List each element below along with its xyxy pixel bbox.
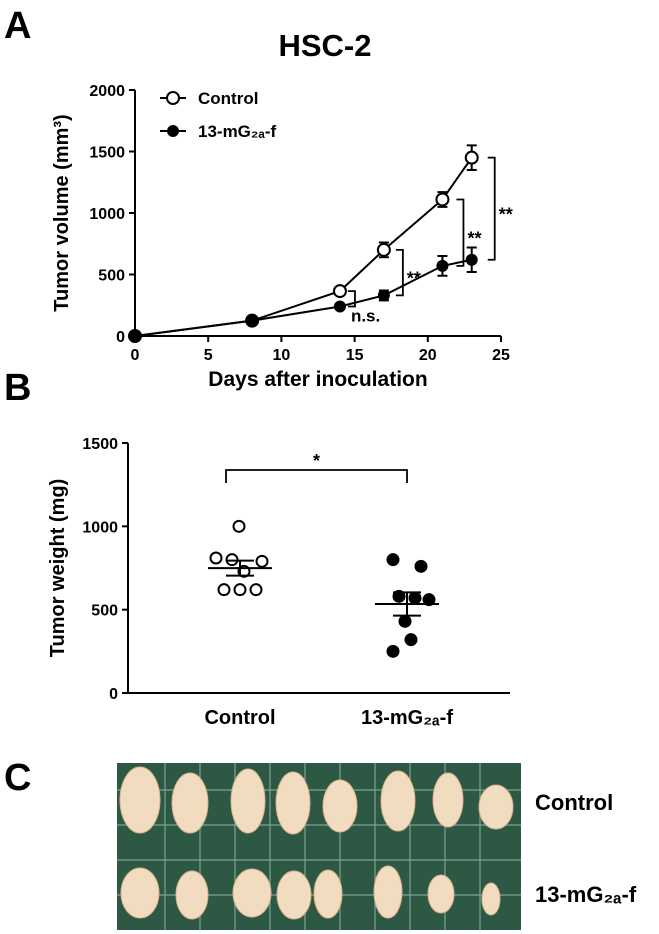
data-point — [377, 289, 390, 302]
data-point — [414, 559, 428, 573]
data-point — [209, 551, 223, 565]
legend-marker — [167, 125, 179, 137]
data-point — [392, 589, 406, 603]
data-point — [376, 242, 391, 257]
data-point — [404, 633, 418, 647]
data-point — [129, 330, 141, 342]
data-point — [249, 583, 263, 597]
data-point — [408, 591, 422, 605]
x-tick-label: 0 — [131, 347, 140, 364]
y-axis-label: Tumor weight (mg) — [47, 479, 69, 658]
y-tick-label: 2000 — [89, 83, 125, 100]
panel-label: C — [4, 757, 31, 799]
y-tick-label: 500 — [98, 268, 125, 285]
data-point — [398, 614, 412, 628]
data-point — [233, 583, 247, 597]
x-tick-label: 13-mG₂ₐ-f — [361, 707, 453, 729]
tumor-photo — [117, 763, 521, 930]
data-point — [332, 284, 347, 299]
y-tick-label: 1500 — [89, 145, 125, 162]
data-point — [386, 553, 400, 567]
data-point — [333, 300, 346, 313]
photo-row-label: Control — [535, 790, 613, 815]
series-line — [134, 157, 473, 337]
annotation: n.s. — [351, 306, 380, 325]
x-axis-label: Days after inoculation — [208, 368, 427, 391]
panel-label: B — [4, 367, 31, 409]
data-point — [465, 253, 478, 266]
data-point — [232, 519, 246, 533]
y-tick-label: 0 — [116, 329, 125, 346]
significance-bracket — [347, 290, 356, 308]
y-tick-label: 1000 — [82, 519, 118, 536]
y-tick-label: 1000 — [89, 206, 125, 223]
data-point — [436, 259, 449, 272]
x-tick-label: 5 — [204, 347, 213, 364]
legend-marker — [166, 91, 180, 105]
annotation: ** — [499, 205, 513, 225]
x-tick-label: Control — [204, 707, 275, 729]
x-tick-label: 20 — [419, 347, 437, 364]
chart-title: HSC-2 — [278, 28, 371, 63]
annotation: ** — [407, 269, 421, 289]
data-point — [386, 644, 400, 658]
data-point — [246, 314, 259, 327]
x-tick-label: 15 — [346, 347, 364, 364]
x-tick-label: 25 — [492, 347, 510, 364]
data-point — [217, 583, 231, 597]
annotation: ** — [467, 229, 481, 249]
y-tick-label: 0 — [109, 686, 118, 703]
significance-bracket — [487, 156, 496, 261]
y-axis-label: Tumor volume (mm³) — [51, 114, 73, 311]
x-tick-label: 10 — [273, 347, 291, 364]
data-point — [422, 593, 436, 607]
significance-bracket — [225, 469, 408, 483]
photo-row-label: 13-mG₂ₐ-f — [535, 882, 637, 907]
significance-label: * — [313, 451, 320, 471]
data-point — [255, 554, 269, 568]
sem-bar — [393, 591, 421, 617]
sem-bar — [226, 559, 254, 577]
data-point — [464, 150, 479, 165]
panel-label: A — [4, 5, 31, 47]
series-line — [134, 258, 472, 337]
data-point — [435, 192, 450, 207]
legend-label: 13-mG₂ₐ-f — [198, 122, 277, 141]
significance-bracket — [456, 198, 465, 267]
significance-bracket — [395, 249, 404, 297]
y-tick-label: 1500 — [82, 436, 118, 453]
tumors — [119, 766, 514, 920]
y-tick-label: 500 — [91, 603, 118, 620]
legend-label: Control — [198, 89, 258, 108]
